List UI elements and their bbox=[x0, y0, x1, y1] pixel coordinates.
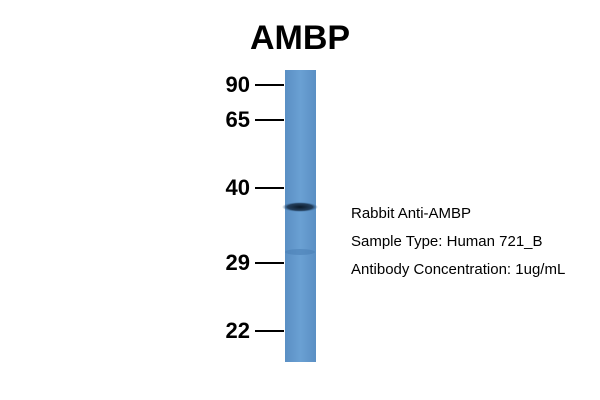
faint-band bbox=[285, 249, 315, 255]
marker-label: 90 bbox=[226, 72, 250, 97]
blot-lane bbox=[285, 70, 316, 362]
annotation: Sample Type: Human 721_B bbox=[351, 233, 543, 250]
annotation: Antibody Concentration: 1ug/mL bbox=[351, 261, 565, 278]
marker-label: 40 bbox=[226, 175, 250, 200]
marker-label: 22 bbox=[226, 318, 250, 343]
title: AMBP bbox=[250, 19, 350, 57]
annotation: Rabbit Anti-AMBP bbox=[351, 205, 471, 222]
blot-band bbox=[282, 202, 318, 212]
marker-label: 29 bbox=[226, 250, 250, 275]
markers: 90 65 40 29 22 bbox=[226, 72, 284, 343]
marker-label: 65 bbox=[226, 107, 250, 132]
annotations: Rabbit Anti-AMBP Sample Type: Human 721_B… bbox=[351, 205, 565, 278]
